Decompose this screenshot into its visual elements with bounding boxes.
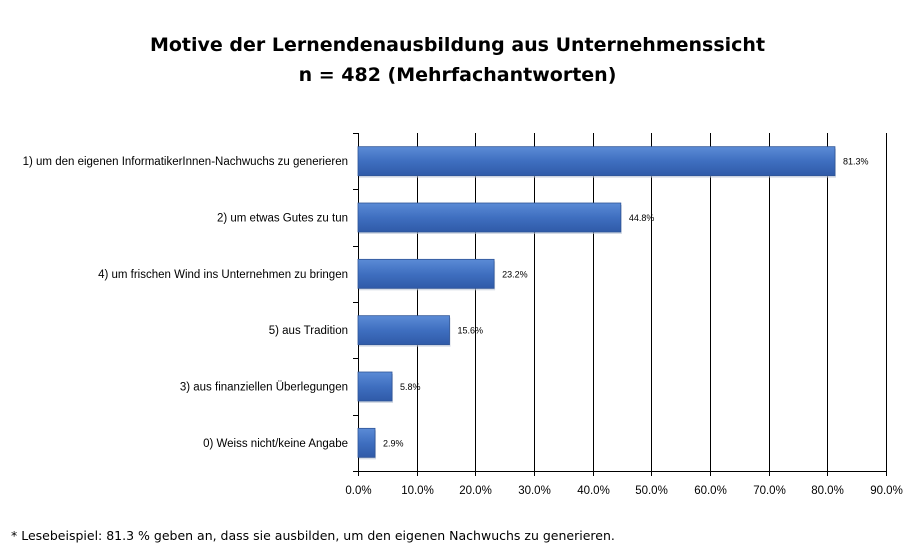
category-label: 0) Weiss nicht/keine Angabe bbox=[203, 438, 348, 450]
bar bbox=[357, 202, 622, 233]
data-label: 44.8% bbox=[629, 213, 655, 223]
category-label: 3) aus finanziellen Überlegungen bbox=[180, 382, 348, 394]
data-label: 23.2% bbox=[502, 269, 528, 279]
x-tick-label: 10.0% bbox=[401, 485, 434, 497]
bar bbox=[357, 371, 393, 402]
labels: 0.0% 10.0% 20.0% 30.0% 40.0% 50.0% 60.0% 70.0% 8… bbox=[23, 156, 903, 497]
x-tick-label: 40.0% bbox=[577, 485, 610, 497]
x-tick-label: 60.0% bbox=[694, 485, 727, 497]
bar bbox=[357, 258, 495, 289]
x-tick-label: 50.0% bbox=[635, 485, 668, 497]
data-label: 5.8% bbox=[400, 382, 421, 392]
chart-subtitle: n = 482 (Mehrfachantworten) bbox=[298, 64, 617, 86]
x-tick-label: 20.0% bbox=[459, 485, 492, 497]
category-label: 5) aus Tradition bbox=[269, 325, 348, 337]
footnote: * Lesebeispiel: 81.3 % geben an, dass si… bbox=[11, 528, 615, 543]
bars bbox=[357, 146, 836, 460]
bar bbox=[357, 315, 450, 346]
category-label: 1) um den eigenen InformatikerInnen-Nach… bbox=[23, 156, 348, 168]
grid-lines bbox=[353, 133, 887, 476]
bar bbox=[357, 146, 836, 177]
category-label: 2) um etwas Gutes zu tun bbox=[217, 213, 348, 225]
data-label: 15.6% bbox=[458, 326, 484, 336]
x-tick-label: 0.0% bbox=[345, 485, 371, 497]
bar bbox=[357, 427, 376, 458]
x-tick-label: 80.0% bbox=[811, 485, 844, 497]
category-label: 4) um frischen Wind ins Unternehmen zu b… bbox=[98, 269, 348, 281]
x-tick-label: 90.0% bbox=[870, 485, 903, 497]
bar-chart: 0.0% 10.0% 20.0% 30.0% 40.0% 50.0% 60.0% 70.0% 8… bbox=[23, 133, 903, 497]
data-label: 2.9% bbox=[383, 438, 404, 448]
x-tick-label: 70.0% bbox=[753, 485, 786, 497]
chart-title: Motive der Lernendenausbildung aus Unter… bbox=[149, 34, 766, 56]
data-label: 81.3% bbox=[843, 157, 869, 167]
x-tick-label: 30.0% bbox=[518, 485, 551, 497]
